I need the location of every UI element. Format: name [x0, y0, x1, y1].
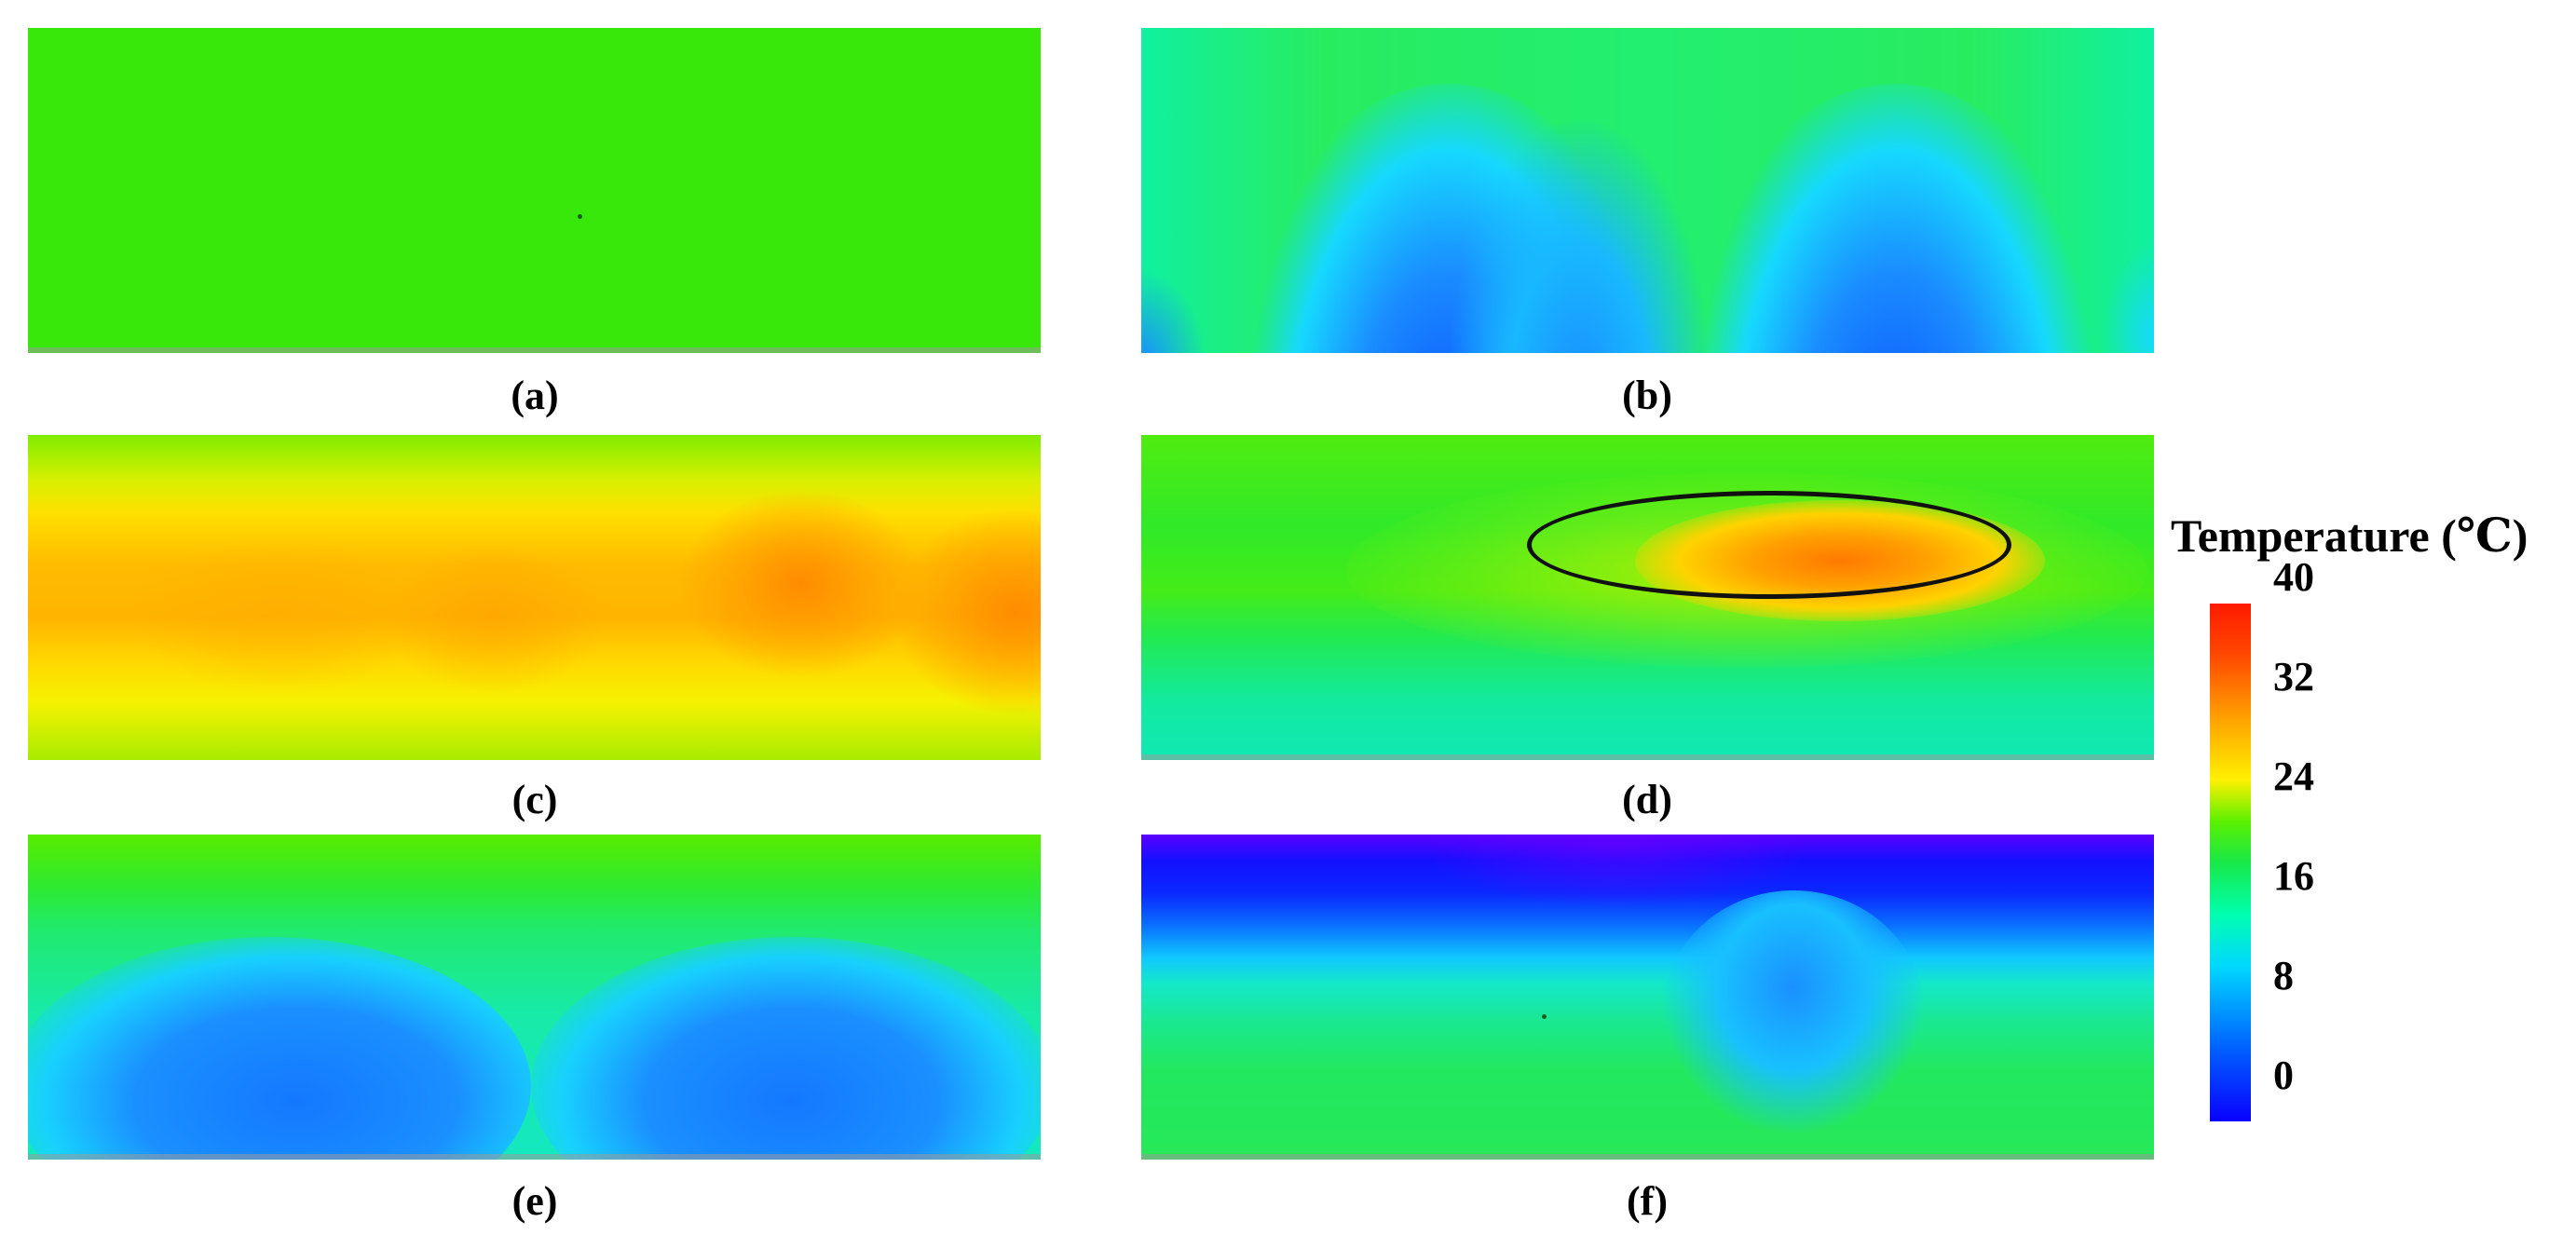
- caption-d: (d): [1622, 777, 1672, 822]
- panel-b-heatmap: [1141, 28, 2154, 353]
- panel-e-heatmap: [28, 835, 1041, 1160]
- panel-bottom-edge: [1141, 754, 2154, 760]
- caption-a: (a): [511, 373, 559, 418]
- caption-f: (f): [1627, 1178, 1668, 1224]
- panel-d-heatmap: [1141, 435, 2154, 760]
- colorbar-tick-label: 16: [2273, 853, 2314, 899]
- colorbar-tick-label: 8: [2273, 953, 2294, 998]
- caption-b: (b): [1622, 373, 1672, 418]
- colorbar-tick-label: 40: [2273, 554, 2314, 600]
- caption-c: (c): [511, 777, 558, 822]
- legend-title: Temperature (℃): [2171, 509, 2528, 562]
- panel-a-heatmap: [28, 28, 1041, 353]
- panel-bottom-edge: [28, 347, 1041, 353]
- hotspot-ellipse-outline: [1527, 491, 2011, 599]
- panel-bottom-edge: [1141, 1154, 2154, 1160]
- temperature-colorbar: [2210, 604, 2251, 1121]
- panel-f-heatmap: [1141, 835, 2154, 1160]
- colorbar-tick-label: 24: [2273, 753, 2314, 799]
- speck-marker: [1542, 1014, 1547, 1019]
- speck-marker: [578, 214, 582, 219]
- colorbar-tick-label: 0: [2273, 1052, 2294, 1098]
- panel-bottom-edge: [28, 1154, 1041, 1160]
- colorbar-tick-label: 32: [2273, 654, 2314, 699]
- panel-c-heatmap: [28, 435, 1041, 760]
- caption-e: (e): [511, 1178, 558, 1224]
